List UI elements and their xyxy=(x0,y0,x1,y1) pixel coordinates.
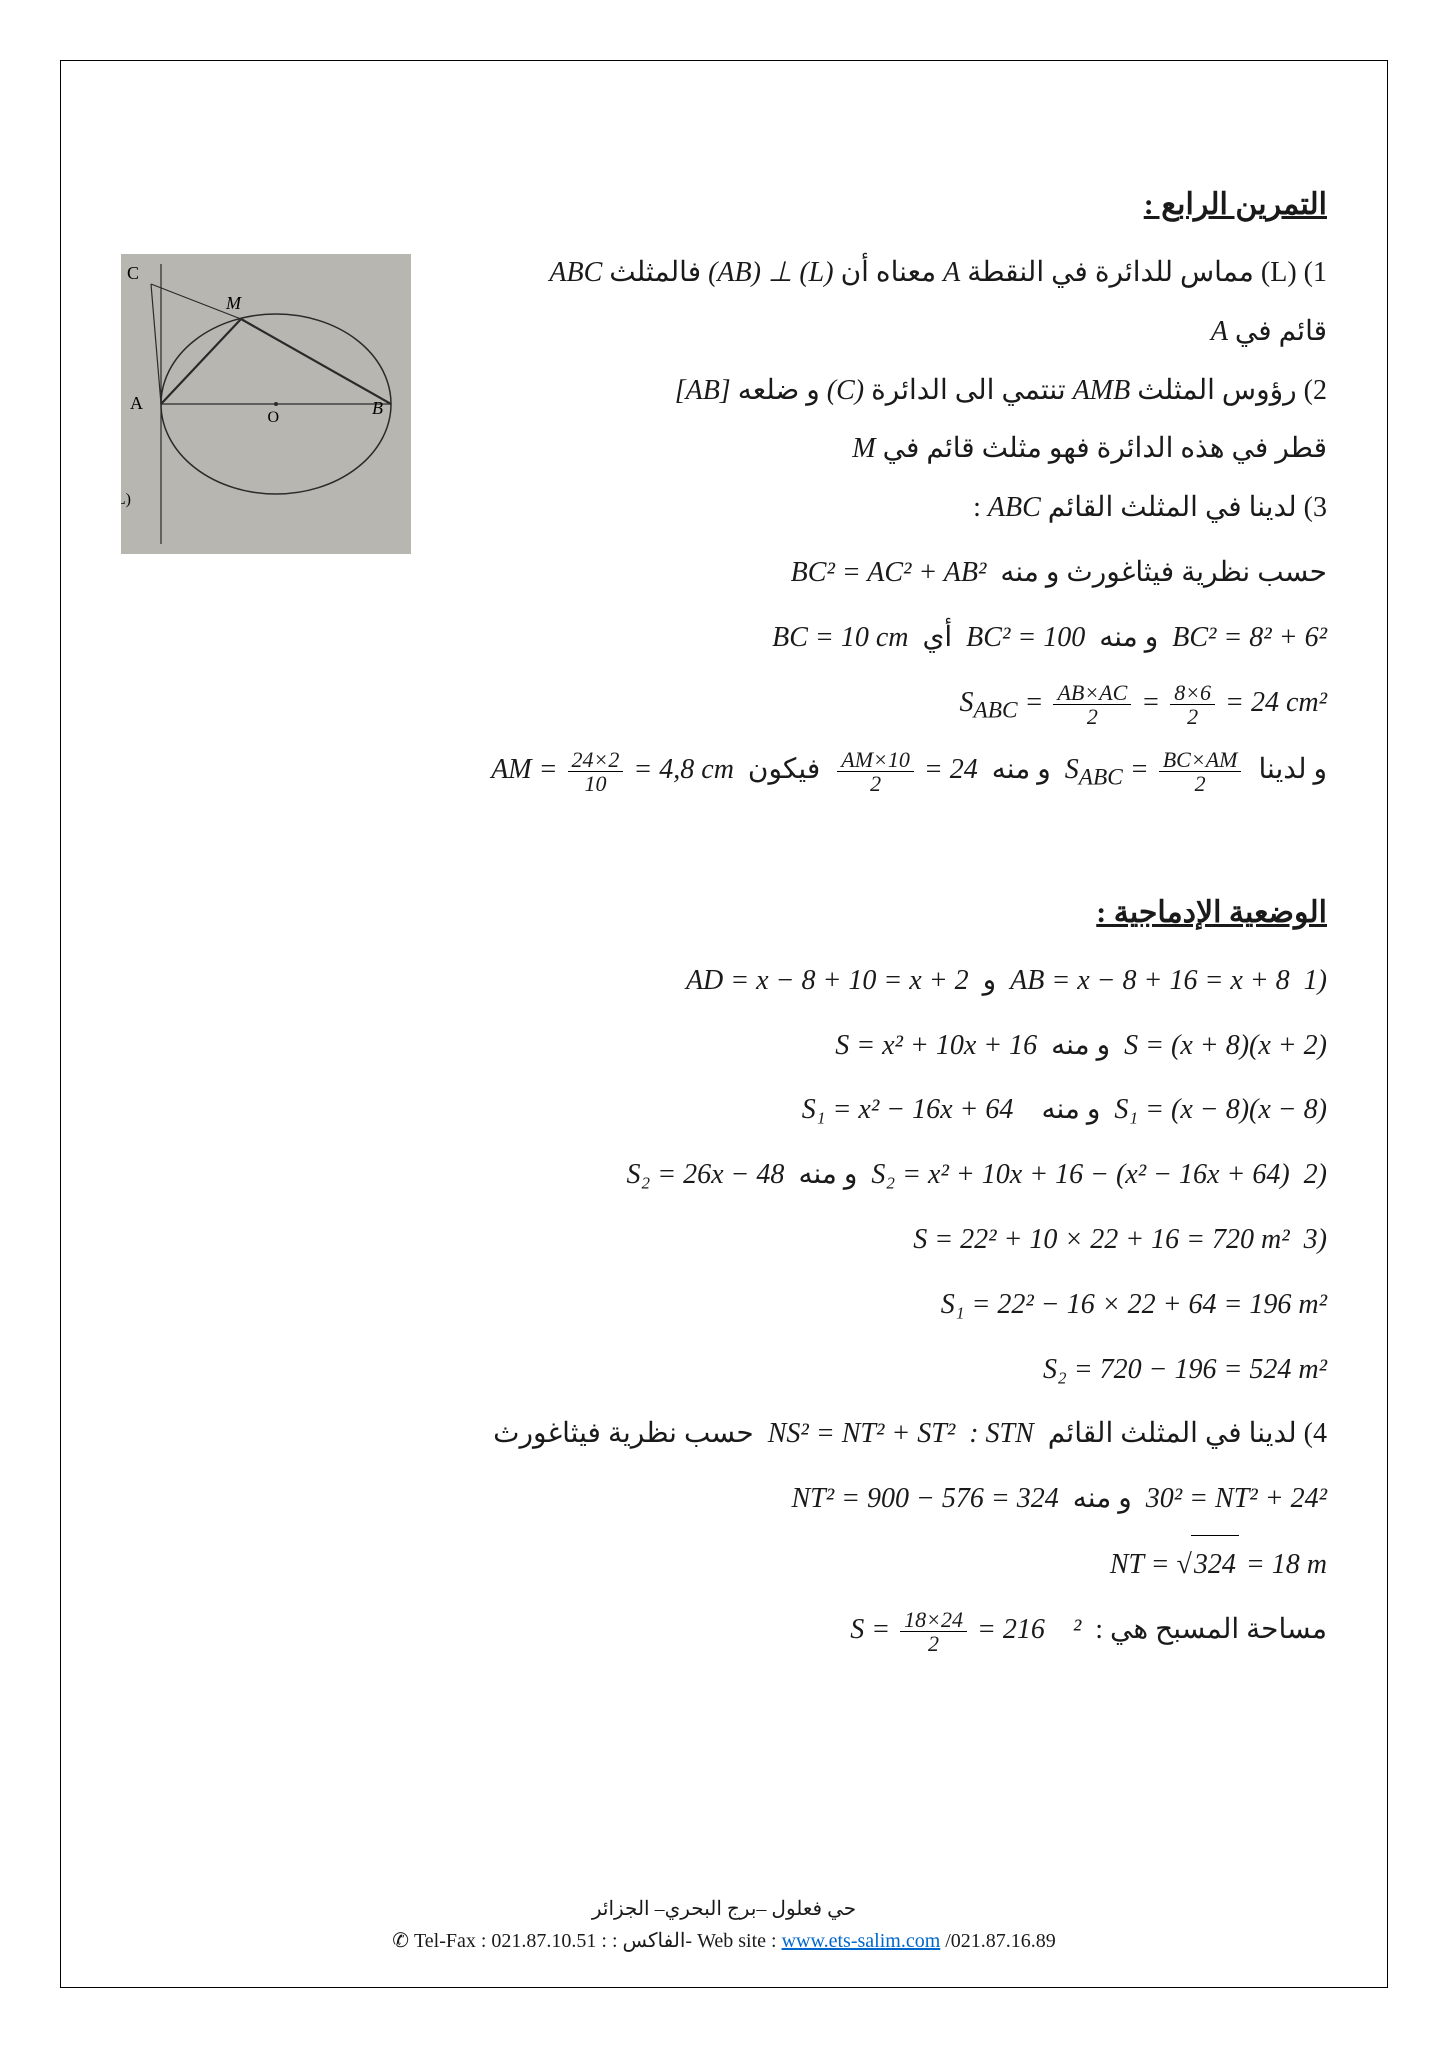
page-footer: حي فعلول –برج البحري– الجزائر Web site :… xyxy=(61,1893,1387,1957)
sabc-area-line: SABC = AB×AC2 = 8×62 = 24 cm² xyxy=(121,674,1327,736)
page-border: التمرين الرابع : A B C M O xyxy=(60,60,1388,1988)
svg-text:A: A xyxy=(130,393,143,413)
footer-contact: Web site : www.ets-salim.com /021.87.16.… xyxy=(61,1925,1387,1957)
phone-icon: ✆ xyxy=(392,1930,409,1952)
svg-text:(L): (L) xyxy=(121,491,131,508)
integration-title: الوضعية الإدماجية : xyxy=(121,881,1327,944)
content-area: التمرين الرابع : A B C M O xyxy=(121,173,1327,1660)
int-line11: S = 18×242 = 216 ² مساحة المسبح هي : xyxy=(121,1601,1327,1660)
bc-calc: BC = 10 cm أي BC² = 100 و منه BC² = 8² +… xyxy=(121,609,1327,668)
int-line8: حسب نظرية فيثاغورث NS² = NT² + ST² : STN… xyxy=(121,1405,1327,1464)
int-line6: S₁ = 22² − 16 × 22 + 64 = 196 m² xyxy=(121,1276,1327,1335)
int-line5: S = 22² + 10 × 22 + 16 = 720 m² 3) xyxy=(121,1211,1327,1270)
geometry-figure: A B C M O (L) xyxy=(121,254,411,554)
svg-text:M: M xyxy=(225,293,242,313)
int-line1: AD = x − 8 + 10 = x + 2 و AB = x − 8 + 1… xyxy=(121,952,1327,1011)
page-container: التمرين الرابع : A B C M O xyxy=(0,0,1448,2048)
svg-text:B: B xyxy=(372,398,383,418)
website-link[interactable]: www.ets-salim.com xyxy=(782,1930,941,1952)
footer-address: حي فعلول –برج البحري– الجزائر xyxy=(61,1893,1387,1925)
int-line4: S₂ = 26x − 48 و منه S₂ = x² + 10x + 16 −… xyxy=(121,1146,1327,1205)
int-line7: S₂ = 720 − 196 = 524 m² xyxy=(121,1341,1327,1400)
int-line2: S = x² + 10x + 16 و منه S = (x + 8)(x + … xyxy=(121,1017,1327,1076)
am-calc-line: AM = 24×210 = 4,8 cm فيكون AM×102 = 24 و… xyxy=(121,741,1327,803)
exercise4-title: التمرين الرابع : xyxy=(121,173,1327,236)
int-line3: S₁ = x² − 16x + 64 و منه S₁ = (x − 8)(x … xyxy=(121,1081,1327,1140)
svg-text:C: C xyxy=(127,263,139,283)
int-line9: NT² = 900 − 576 = 324 و منه 30² = NT² + … xyxy=(121,1470,1327,1529)
int-line10: NT = 324 = 18 m xyxy=(121,1535,1327,1595)
svg-text:O: O xyxy=(267,409,279,426)
